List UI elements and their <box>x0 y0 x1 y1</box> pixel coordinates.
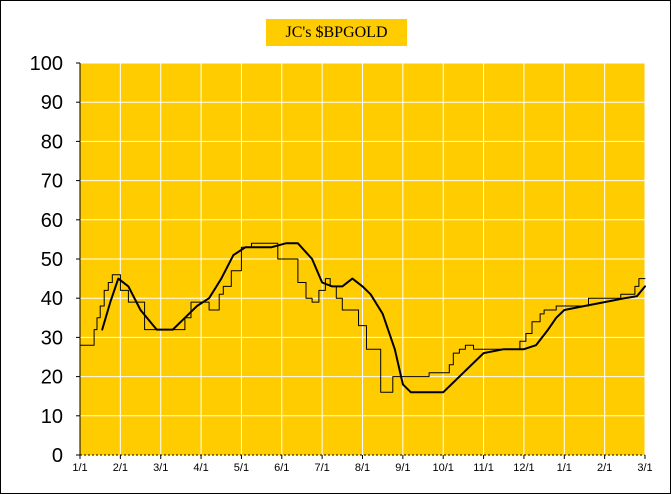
y-tick-label: 90 <box>41 92 63 114</box>
y-tick-label: 40 <box>41 288 63 310</box>
chart-title: JC's $BPGOLD <box>285 23 388 41</box>
x-tick-label: 4/1 <box>193 462 208 474</box>
x-tick-label: 2/1 <box>113 462 128 474</box>
y-tick-label: 0 <box>52 445 63 467</box>
x-tick-label: 2/1 <box>597 462 612 474</box>
x-tick-label: 9/1 <box>395 462 410 474</box>
y-tick-label: 10 <box>41 406 63 428</box>
x-tick-label: 1/1 <box>557 462 572 474</box>
y-tick-label: 60 <box>41 210 63 232</box>
x-tick-label: 12/1 <box>513 462 534 474</box>
chart-title-box: JC's $BPGOLD <box>266 19 407 46</box>
x-tick-label: 8/1 <box>355 462 370 474</box>
y-tick-label: 80 <box>41 131 63 153</box>
y-tick-label: 30 <box>41 327 63 349</box>
series-line-1 <box>79 242 646 393</box>
x-tick-label: 1/1 <box>72 462 87 474</box>
x-tick-label: 6/1 <box>274 462 289 474</box>
y-tick-label: 50 <box>41 249 63 271</box>
x-tick-label: 3/1 <box>153 462 168 474</box>
x-tick-label: 3/1 <box>637 462 652 474</box>
x-tick-label: 5/1 <box>234 462 249 474</box>
x-tick-label: 7/1 <box>314 462 329 474</box>
y-tick-label: 20 <box>41 367 63 389</box>
series-line-2 <box>101 242 646 394</box>
x-tick-label: 11/1 <box>473 462 494 474</box>
y-tick-label: 100 <box>30 53 63 75</box>
x-tick-label: 10/1 <box>433 462 454 474</box>
y-tick-label: 70 <box>41 171 63 193</box>
